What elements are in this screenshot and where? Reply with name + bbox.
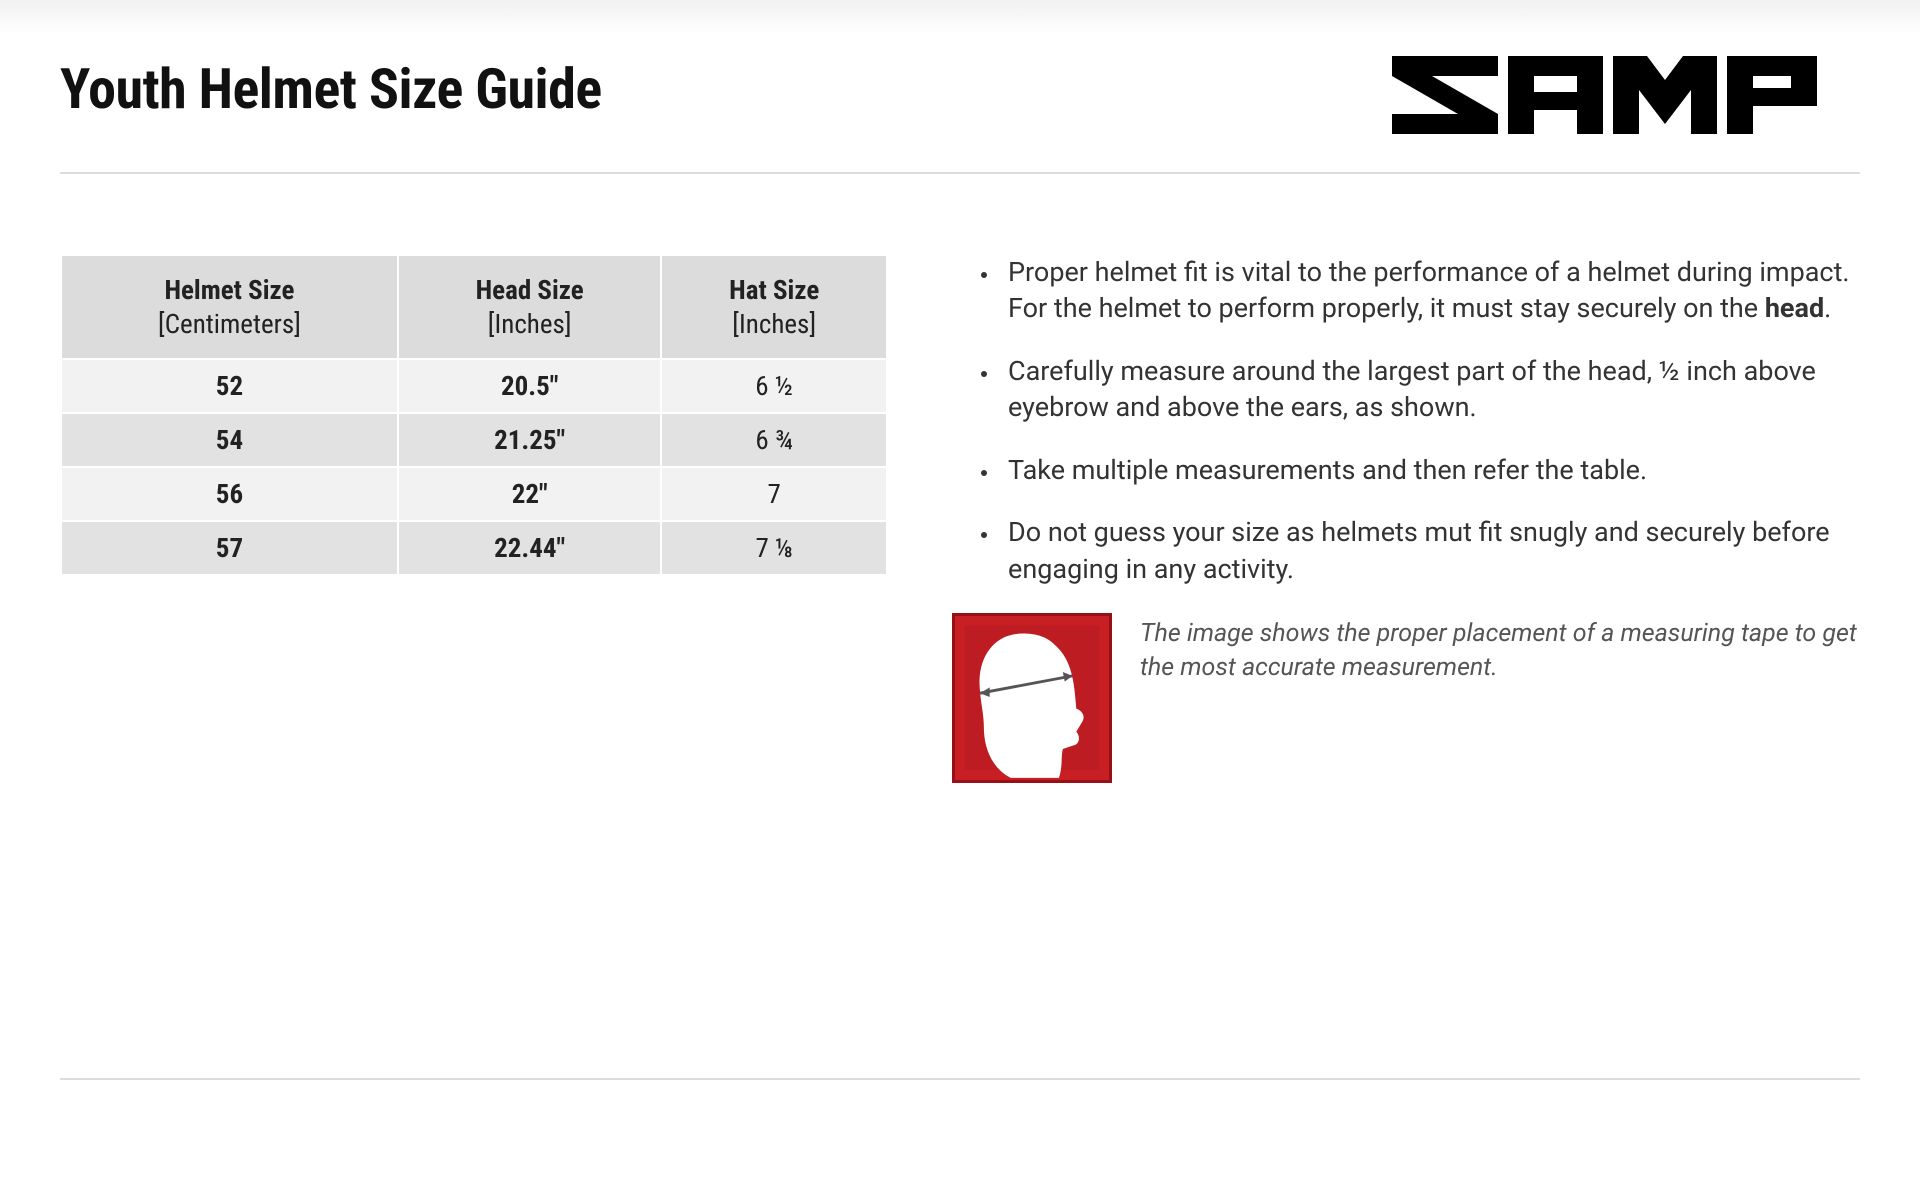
cell-helmet: 57: [62, 522, 397, 574]
bullet-text-pre: Do not guess your size as helmets mut fi…: [1008, 516, 1830, 584]
diagram-row: The image shows the proper placement of …: [952, 613, 1860, 783]
cell-helmet: 56: [62, 468, 397, 520]
col-header-hat: Hat Size [Inches]: [662, 256, 886, 358]
table-header-row: Helmet Size [Centimeters] Head Size [Inc…: [62, 256, 886, 358]
top-gradient-band: [0, 0, 1920, 32]
table-row: 56 22" 7: [62, 468, 886, 520]
list-item: Carefully measure around the largest par…: [1000, 353, 1860, 426]
table-row: 54 21.25" 6 ¾: [62, 414, 886, 466]
col-label: Head Size: [407, 274, 653, 308]
cell-hat: 7: [662, 468, 886, 520]
table-panel: Helmet Size [Centimeters] Head Size [Inc…: [60, 254, 888, 576]
header-row: Youth Helmet Size Guide: [60, 60, 1860, 174]
cell-hat: 6 ½: [662, 360, 886, 412]
bullet-text-pre: Proper helmet fit is vital to the perfor…: [1008, 256, 1850, 324]
list-item: Take multiple measurements and then refe…: [1000, 452, 1860, 488]
col-unit: [Inches]: [407, 308, 653, 342]
bullet-text-pre: Carefully measure around the largest par…: [1008, 355, 1816, 423]
cell-hat: 7 ⅛: [662, 522, 886, 574]
list-item: Do not guess your size as helmets mut fi…: [1000, 514, 1860, 587]
page-container: Youth Helmet Size Guide: [60, 60, 1860, 783]
info-panel: Proper helmet fit is vital to the perfor…: [952, 254, 1860, 783]
cell-head: 22": [399, 468, 661, 520]
table-row: 52 20.5" 6 ½: [62, 360, 886, 412]
col-unit: [Centimeters]: [70, 308, 389, 342]
list-item: Proper helmet fit is vital to the perfor…: [1000, 254, 1860, 327]
footer-divider: [60, 1078, 1860, 1080]
page-title: Youth Helmet Size Guide: [60, 60, 602, 119]
instruction-list: Proper helmet fit is vital to the perfor…: [952, 254, 1860, 587]
bullet-text-bold: head: [1765, 292, 1824, 324]
cell-helmet: 54: [62, 414, 397, 466]
col-header-helmet: Helmet Size [Centimeters]: [62, 256, 397, 358]
diagram-caption: The image shows the proper placement of …: [1140, 613, 1860, 685]
content-row: Helmet Size [Centimeters] Head Size [Inc…: [60, 254, 1860, 783]
cell-head: 20.5": [399, 360, 661, 412]
cell-helmet: 52: [62, 360, 397, 412]
col-label: Helmet Size: [70, 274, 389, 308]
bullet-text-pre: Take multiple measurements and then refe…: [1008, 454, 1647, 486]
col-header-head: Head Size [Inches]: [399, 256, 661, 358]
size-table: Helmet Size [Centimeters] Head Size [Inc…: [60, 254, 888, 576]
cell-head: 21.25": [399, 414, 661, 466]
col-label: Hat Size: [670, 274, 878, 308]
cell-hat: 6 ¾: [662, 414, 886, 466]
bullet-text-post: .: [1824, 292, 1831, 324]
col-unit: [Inches]: [670, 308, 878, 342]
table-row: 57 22.44" 7 ⅛: [62, 522, 886, 574]
cell-head: 22.44": [399, 522, 661, 574]
brand-logo: [1390, 54, 1820, 154]
head-diagram-icon: [952, 613, 1112, 783]
